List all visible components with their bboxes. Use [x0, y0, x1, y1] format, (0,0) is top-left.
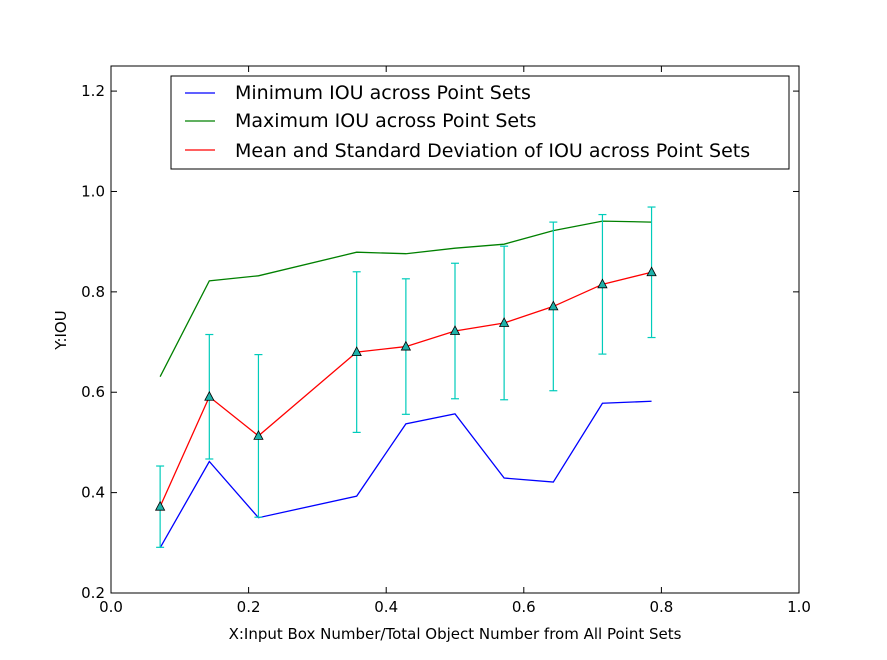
mean-marker-0 — [154, 500, 166, 511]
series-line-max — [159, 220, 652, 377]
mean-marker-1 — [204, 390, 215, 401]
mean-marker-4 — [400, 340, 412, 351]
x-tick-label-4: 0.8 — [649, 598, 673, 616]
legend-entry-max: Maximum IOU across Point Sets — [235, 110, 536, 132]
series-layer — [154, 206, 657, 549]
mean-marker-8 — [597, 278, 608, 289]
y-tick-label-0: 0.2 — [81, 584, 105, 602]
axis-layer: 0.0 0.2 0.4 0.6 0.8 1.00.20.40.60.81.01.2 — [81, 66, 811, 616]
mean-marker-3 — [351, 346, 362, 356]
y-tick-label-3: 0.8 — [81, 283, 105, 301]
x-tick-label-2: 0.4 — [374, 598, 398, 616]
series-line-min — [159, 400, 652, 549]
x-tick-label-3: 0.6 — [512, 598, 536, 616]
x-tick-label-0: 0.0 — [99, 598, 123, 616]
y-tick-label-1: 0.4 — [81, 484, 105, 502]
series-line-mean — [159, 271, 652, 507]
mean-marker-2 — [253, 430, 264, 440]
y-tick-label-5: 1.2 — [81, 82, 105, 100]
legend-box — [170, 75, 790, 170]
mean-marker-7 — [548, 300, 559, 311]
mean-marker-6 — [498, 317, 510, 327]
x-axis-label: X:Input Box Number/Total Object Number f… — [229, 625, 682, 643]
x-tick-label-1: 0.2 — [237, 598, 261, 616]
y-axis-label: Y:IOU — [52, 310, 70, 350]
plot-frame — [110, 65, 800, 594]
x-tick-label-5: 1.0 — [787, 598, 811, 616]
legend: Minimum IOU across Point Sets Maximum IO… — [170, 75, 790, 170]
mean-marker-5 — [449, 325, 461, 335]
legend-entry-min: Minimum IOU across Point Sets — [235, 82, 531, 104]
mean-marker-9 — [646, 266, 657, 277]
legend-entry-mean: Mean and Standard Deviation of IOU acros… — [235, 140, 750, 162]
y-tick-label-4: 1.0 — [81, 182, 105, 200]
y-tick-label-2: 0.6 — [81, 383, 105, 401]
